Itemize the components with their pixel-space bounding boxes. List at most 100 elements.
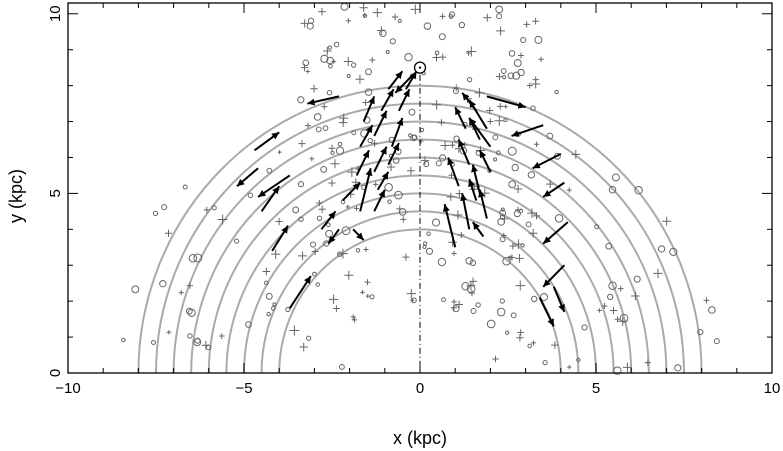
data-point <box>633 275 641 283</box>
data-point <box>662 216 672 226</box>
data-point <box>451 299 457 305</box>
data-point <box>450 304 458 311</box>
data-point <box>359 3 368 12</box>
data-point <box>187 333 193 339</box>
data-point <box>389 38 396 45</box>
y-axis-title: y (kpc) <box>6 169 26 223</box>
data-point <box>328 63 333 69</box>
arrow-head <box>395 85 403 93</box>
data-point <box>425 247 434 255</box>
data-point <box>492 355 499 363</box>
data-point <box>446 192 455 201</box>
data-point <box>385 49 390 55</box>
data-point <box>486 319 496 329</box>
arc <box>260 210 580 374</box>
data-point <box>458 231 465 238</box>
arrow-head <box>271 132 280 140</box>
data-point <box>321 103 328 110</box>
data-point <box>372 7 383 18</box>
data-point <box>503 104 508 109</box>
data-point <box>466 46 477 57</box>
data-point <box>516 334 524 342</box>
data-point <box>465 257 473 265</box>
arrow-head <box>460 193 468 202</box>
data-point <box>271 306 276 311</box>
data-point <box>495 72 504 81</box>
arrow-head <box>258 190 266 197</box>
data-point <box>581 324 588 331</box>
arrow-head <box>469 99 477 108</box>
data-point <box>193 338 202 347</box>
data-point <box>526 82 533 89</box>
data-point <box>384 182 393 192</box>
data-point <box>185 307 193 315</box>
data-point <box>337 248 348 259</box>
data-point <box>607 293 614 301</box>
data-point <box>461 281 470 291</box>
data-point <box>326 222 331 228</box>
data-point <box>392 157 400 164</box>
data-point <box>532 212 541 220</box>
data-point <box>608 185 617 194</box>
data-point <box>351 317 358 323</box>
arrow-head <box>352 182 361 191</box>
data-point <box>499 298 505 304</box>
data-point <box>420 156 430 165</box>
arrow-head <box>543 279 551 287</box>
axes-layer: −10 −5 0 5 10 0 5 10 <box>47 2 780 397</box>
data-point <box>605 242 613 250</box>
data-point <box>379 29 387 38</box>
data-point <box>408 133 413 138</box>
data-point <box>152 210 159 216</box>
arrow-head <box>380 146 387 155</box>
data-point <box>527 208 537 218</box>
data-point <box>493 157 498 162</box>
data-point <box>205 344 212 351</box>
data-point <box>439 13 446 20</box>
data-point <box>597 308 602 313</box>
data-point <box>499 209 507 217</box>
data-point <box>438 154 447 162</box>
data-point <box>341 226 351 236</box>
data-point <box>466 284 476 294</box>
data-point <box>365 68 372 76</box>
data-point <box>343 57 353 67</box>
data-point <box>540 292 549 301</box>
vector-layer <box>236 70 569 327</box>
data-point <box>619 313 629 323</box>
data-point <box>307 17 315 24</box>
data-point <box>617 285 624 292</box>
data-point <box>369 57 376 63</box>
data-point <box>345 204 350 210</box>
data-point <box>394 190 403 200</box>
data-point <box>644 359 652 366</box>
data-point <box>448 172 455 179</box>
data-point <box>494 115 505 126</box>
data-point <box>313 113 322 121</box>
data-point <box>669 247 678 256</box>
arrow-head <box>442 204 450 212</box>
data-point <box>517 329 524 336</box>
data-point <box>400 216 407 223</box>
arrow-head <box>362 150 369 159</box>
data-point <box>218 333 225 339</box>
data-point <box>496 307 506 317</box>
data-point <box>533 141 540 147</box>
arrow-head <box>458 139 465 148</box>
data-point <box>350 314 356 320</box>
y-tick-label: 10 <box>47 5 64 22</box>
data-point <box>530 105 536 111</box>
data-point <box>161 204 168 211</box>
data-point <box>150 340 156 345</box>
data-point <box>131 285 140 294</box>
data-point <box>426 231 431 237</box>
data-point <box>277 150 282 155</box>
data-point <box>492 134 499 141</box>
data-point <box>266 311 271 317</box>
data-point <box>613 366 622 375</box>
data-point <box>364 279 371 286</box>
arrow-head <box>381 171 389 180</box>
data-point <box>576 357 581 363</box>
data-point <box>453 210 463 220</box>
arrow-head <box>365 168 373 177</box>
